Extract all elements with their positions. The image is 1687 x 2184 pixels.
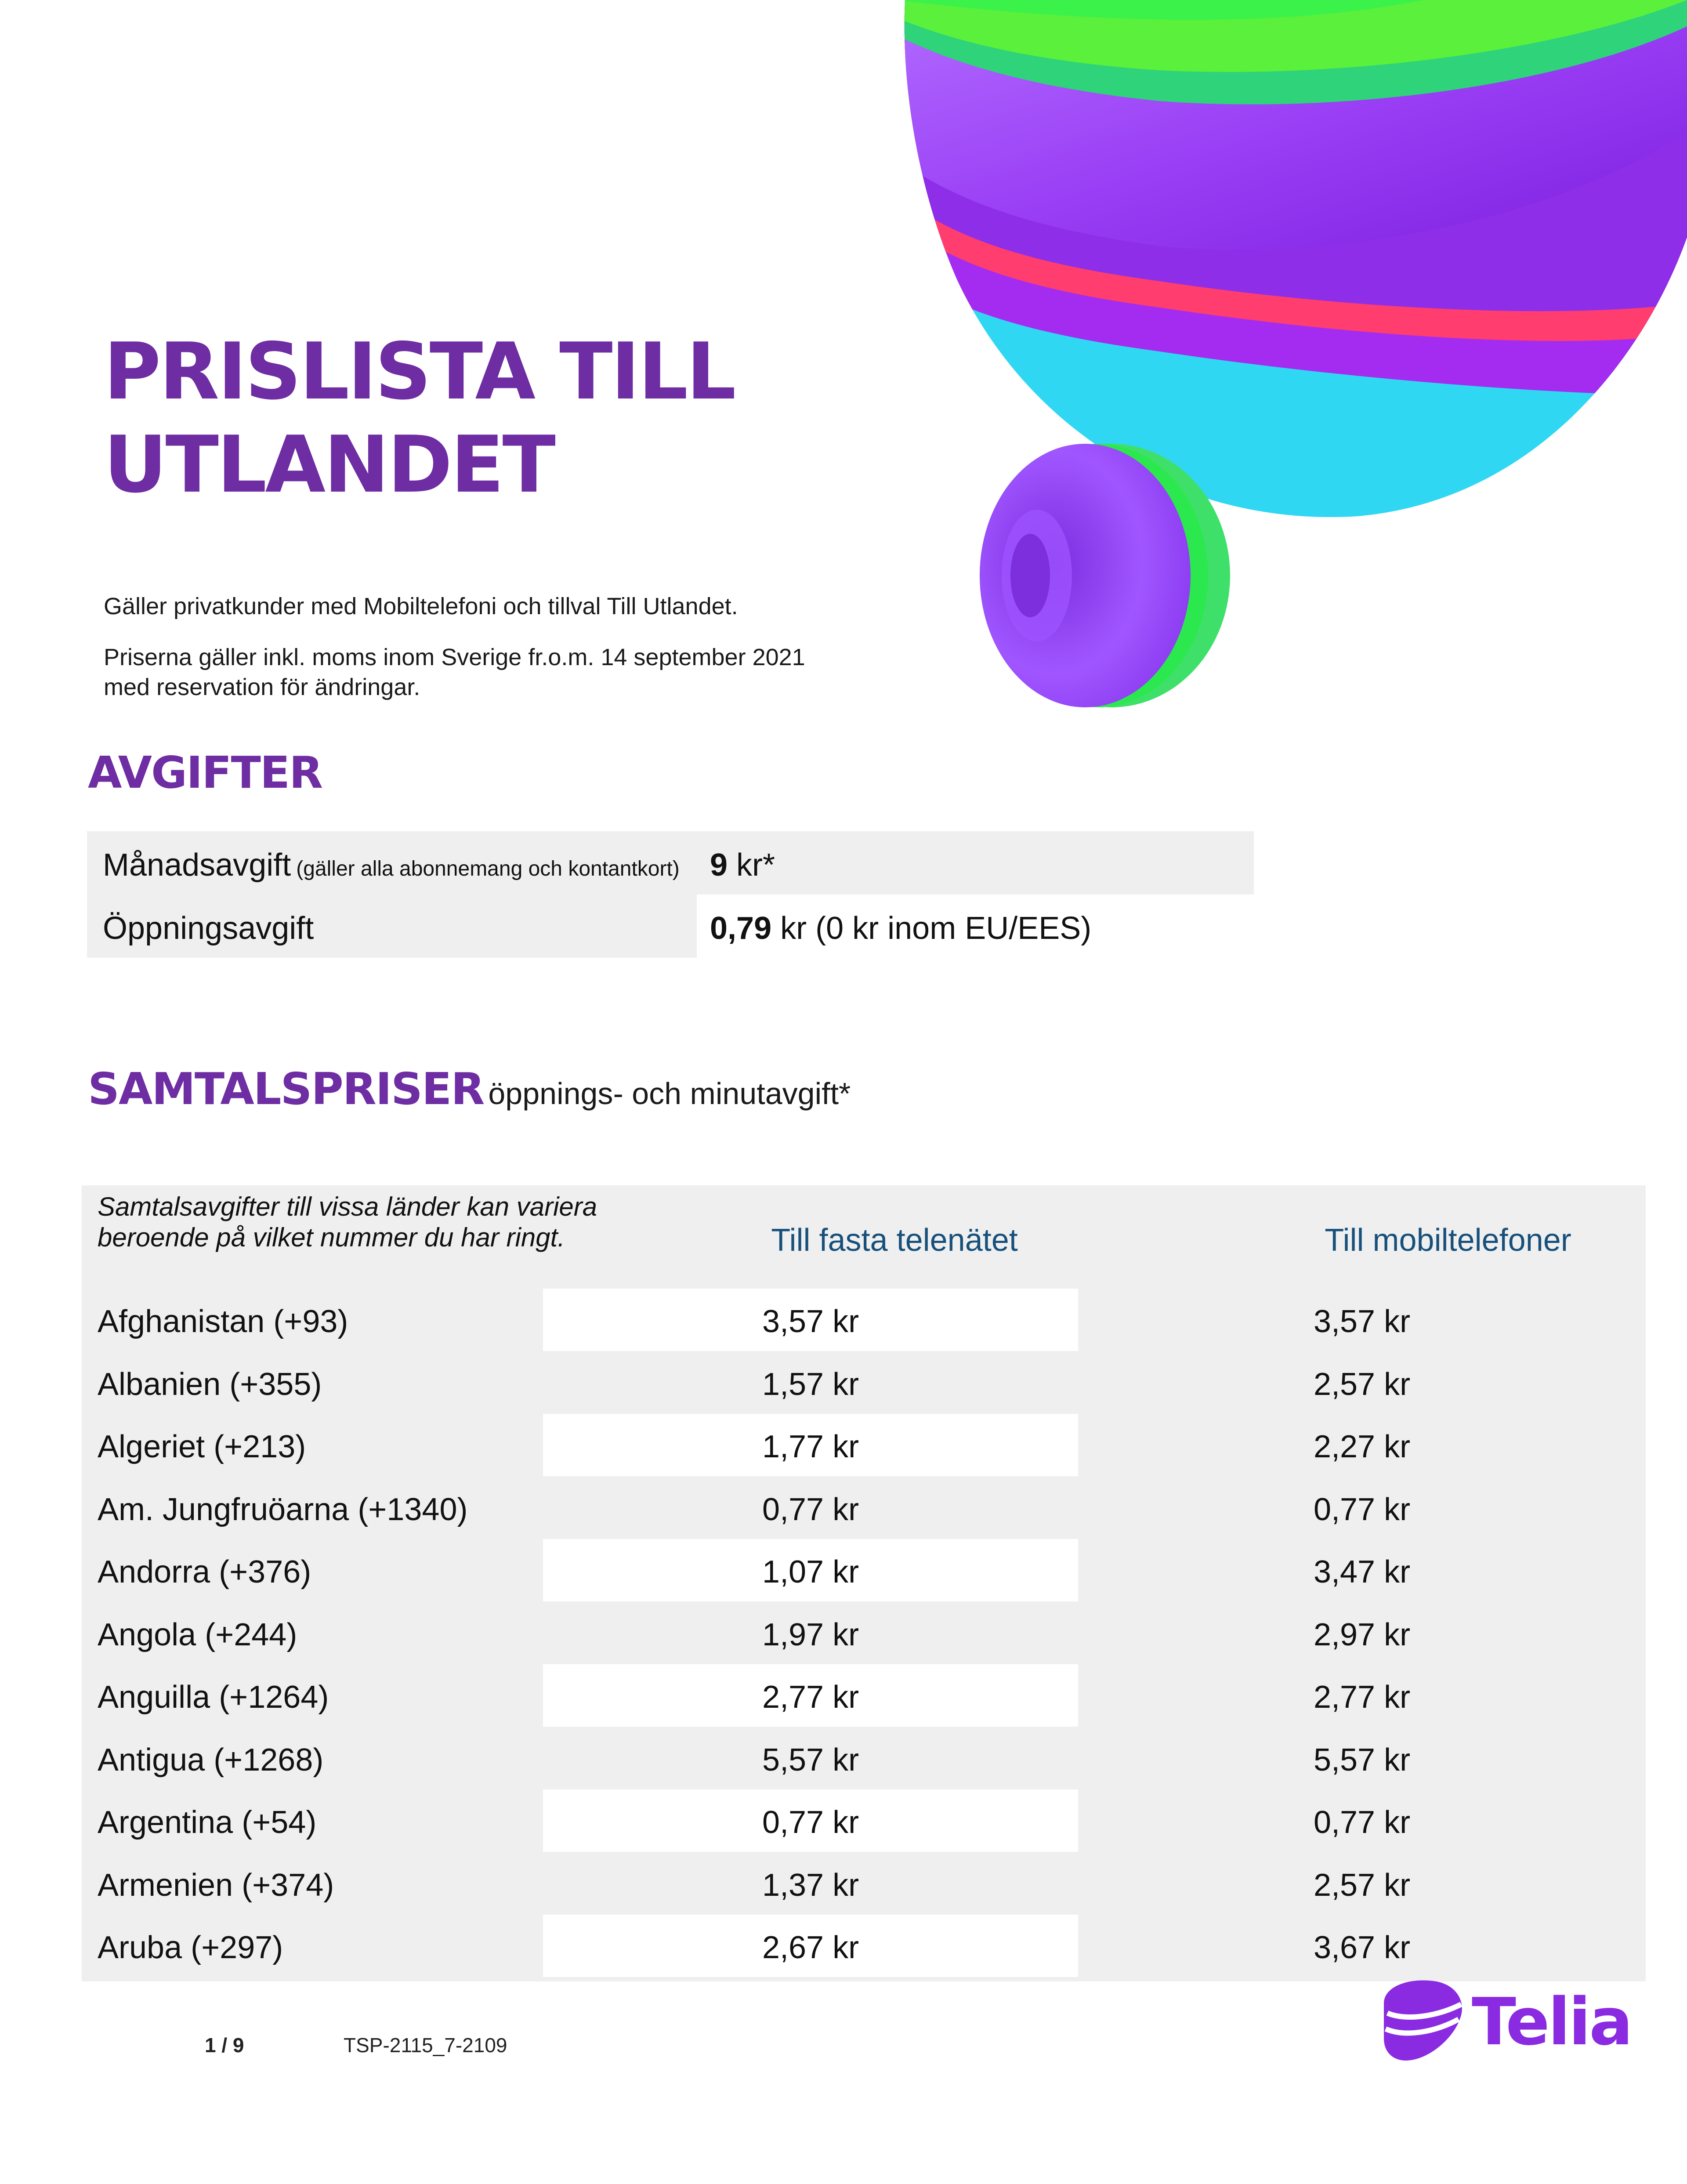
- country-cell: Angola (+244): [98, 1617, 297, 1652]
- fixed-cell-background: [543, 1915, 1078, 1977]
- table-row: Antigua (+1268) 5,57 kr 5,57 kr: [82, 1727, 1646, 1789]
- country-cell: Aruba (+297): [98, 1930, 283, 1965]
- country-cell: Armenien (+374): [98, 1868, 334, 1903]
- fixed-price-cell: 1,77 kr: [762, 1429, 859, 1464]
- table-note: Samtalsavgifter till vissa länder kan va…: [98, 1192, 597, 1252]
- fee-label: Månadsavgift: [103, 848, 291, 883]
- fixed-price-cell: 1,37 kr: [762, 1868, 859, 1903]
- column-header-mobile: Till mobiltelefoner: [1325, 1223, 1571, 1258]
- country-cell: Antigua (+1268): [98, 1742, 324, 1778]
- mobile-price-cell: 3,47 kr: [1313, 1554, 1411, 1590]
- intro-text-2b: med reservation för ändringar.: [104, 674, 420, 700]
- mobile-price-cell: 2,57 kr: [1313, 1367, 1411, 1402]
- calls-heading: SAMTALSPRISER öppnings- och minutavgift*: [88, 1063, 851, 1115]
- fee-value-cell: 9 kr*: [697, 831, 1254, 895]
- fees-table: Månadsavgift (gäller alla abonnemang och …: [87, 831, 1254, 958]
- fee-note: (gäller alla abonnemang och kontantkort): [296, 857, 680, 880]
- country-cell: Albanien (+355): [98, 1367, 322, 1402]
- fixed-price-cell: 1,57 kr: [762, 1367, 859, 1402]
- fixed-cell-background: [543, 1539, 1078, 1601]
- mobile-price-cell: 5,57 kr: [1313, 1742, 1411, 1778]
- decorative-orb-large: [904, 0, 1687, 517]
- country-cell: Argentina (+54): [98, 1805, 317, 1840]
- mobile-price-cell: 2,57 kr: [1313, 1868, 1411, 1903]
- mobile-price-cell: 0,77 kr: [1313, 1492, 1411, 1527]
- table-row: Anguilla (+1264) 2,77 kr 2,77 kr: [82, 1664, 1646, 1727]
- mobile-price-cell: 3,67 kr: [1313, 1930, 1411, 1965]
- fee-value-amount: 9: [710, 848, 728, 883]
- fixed-cell-background: [543, 1414, 1078, 1476]
- table-row: Armenien (+374) 1,37 kr 2,57 kr: [82, 1852, 1646, 1915]
- decorative-orb-small: [980, 444, 1230, 707]
- fee-label-cell: Öppningsavgift: [87, 895, 697, 958]
- fee-label: Öppningsavgift: [103, 911, 314, 946]
- telia-wordmark: Telia: [1472, 1984, 1633, 2060]
- table-row: Aruba (+297) 2,67 kr 3,67 kr: [82, 1915, 1646, 1977]
- mobile-price-cell: 3,57 kr: [1313, 1304, 1411, 1339]
- intro-text-2a: Priserna gäller inkl. moms inom Sverige …: [104, 644, 805, 670]
- fixed-cell-background: [543, 1289, 1078, 1351]
- fee-value-amount: 0,79: [710, 911, 772, 946]
- fixed-price-cell: 5,57 kr: [762, 1742, 859, 1778]
- page-title-line-1: PRISLISTA TILL: [104, 326, 736, 417]
- mobile-price-cell: 2,77 kr: [1313, 1680, 1411, 1715]
- fixed-price-cell: 0,77 kr: [762, 1805, 859, 1840]
- fixed-price-cell: 2,77 kr: [762, 1680, 859, 1715]
- table-row: Andorra (+376) 1,07 kr 3,47 kr: [82, 1539, 1646, 1601]
- fee-row: Månadsavgift (gäller alla abonnemang och …: [87, 831, 1254, 895]
- intro-text-2: Priserna gäller inkl. moms inom Sverige …: [104, 642, 938, 702]
- telia-logo: Telia: [1375, 1977, 1633, 2065]
- calls-heading-subtitle: öppnings- och minutavgift*: [488, 1076, 851, 1111]
- fee-row: Öppningsavgift 0,79 kr (0 kr inom EU/EES…: [87, 895, 1254, 958]
- table-row: Am. Jungfruöarna (+1340) 0,77 kr 0,77 kr: [82, 1477, 1646, 1539]
- country-cell: Anguilla (+1264): [98, 1680, 329, 1715]
- fixed-price-cell: 0,77 kr: [762, 1492, 859, 1527]
- telia-pebble-icon: [1384, 1980, 1463, 2061]
- mobile-price-cell: 0,77 kr: [1313, 1805, 1411, 1840]
- fee-value-cell: 0,79 kr (0 kr inom EU/EES): [697, 895, 1254, 958]
- country-cell: Afghanistan (+93): [98, 1304, 348, 1339]
- calls-heading-title: SAMTALSPRISER: [88, 1063, 485, 1115]
- fee-label-cell: Månadsavgift (gäller alla abonnemang och …: [87, 831, 697, 895]
- page-number: 1 / 9: [205, 2034, 244, 2057]
- table-row: Albanien (+355) 1,57 kr 2,57 kr: [82, 1351, 1646, 1414]
- country-cell: Andorra (+376): [98, 1554, 311, 1590]
- fixed-cell-background: [543, 1789, 1078, 1852]
- fee-value-unit: kr (0 kr inom EU/EES): [771, 911, 1092, 946]
- table-row: Angola (+244) 1,97 kr 2,97 kr: [82, 1602, 1646, 1664]
- table-row: Argentina (+54) 0,77 kr 0,77 kr: [82, 1789, 1646, 1852]
- document-code: TSP-2115_7-2109: [344, 2034, 507, 2057]
- fixed-price-cell: 1,07 kr: [762, 1554, 859, 1590]
- intro-text-1: Gäller privatkunder med Mobiltelefoni oc…: [104, 593, 738, 619]
- table-row: Algeriet (+213) 1,77 kr 2,27 kr: [82, 1414, 1646, 1476]
- fee-value-unit: kr*: [728, 848, 775, 883]
- table-row: Afghanistan (+93) 3,57 kr 3,57 kr: [82, 1289, 1646, 1351]
- page-title: PRISLISTA TILL UTLANDET: [104, 325, 736, 511]
- fixed-price-cell: 2,67 kr: [762, 1930, 859, 1965]
- fixed-price-cell: 3,57 kr: [762, 1304, 859, 1339]
- country-cell: Am. Jungfruöarna (+1340): [98, 1492, 468, 1527]
- column-header-fixed: Till fasta telenätet: [771, 1223, 1018, 1258]
- page-title-line-2: UTLANDET: [104, 419, 556, 510]
- call-prices-table: Samtalsavgifter till vissa länder kan va…: [82, 1185, 1646, 1981]
- mobile-price-cell: 2,27 kr: [1313, 1429, 1411, 1464]
- fees-heading: AVGIFTER: [88, 747, 323, 798]
- mobile-price-cell: 2,97 kr: [1313, 1617, 1411, 1652]
- fixed-price-cell: 1,97 kr: [762, 1617, 859, 1652]
- fixed-cell-background: [543, 1664, 1078, 1727]
- country-cell: Algeriet (+213): [98, 1429, 306, 1464]
